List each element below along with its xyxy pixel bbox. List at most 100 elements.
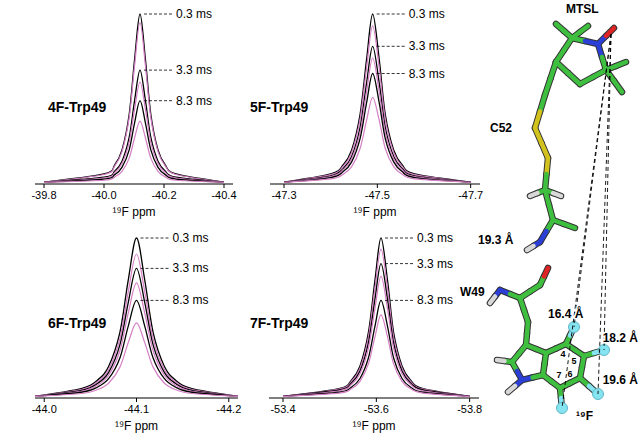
bond [545, 174, 547, 190]
bond [547, 158, 549, 174]
bond [497, 360, 505, 361]
leader-line [141, 238, 170, 239]
delay-label: 3.3 ms [173, 261, 209, 275]
plot-area [44, 14, 224, 182]
bond-outline [543, 375, 552, 382]
panel-title: 4F-Trp49 [48, 99, 107, 115]
bond [614, 81, 622, 92]
residue-label: W49 [460, 285, 485, 299]
spectrum-line [283, 264, 470, 397]
bond [606, 28, 614, 36]
panel-title: 6F-Trp49 [48, 315, 107, 331]
x-tick [228, 398, 229, 402]
spectrum-line [284, 97, 471, 182]
spectrum-line [44, 121, 224, 182]
figure: -39.8-40.0-40.2-40.4¹⁹F ppm4F-Trp490.3 m… [0, 0, 641, 438]
bond-outline [542, 143, 549, 158]
ring-position: 5 [571, 356, 576, 366]
bond-outline [564, 224, 575, 228]
leader-line [141, 300, 170, 301]
leader-line [385, 263, 414, 264]
x-tick [136, 398, 137, 402]
delay-label: 8.3 ms [417, 293, 453, 307]
delay-label: 0.3 ms [173, 231, 209, 245]
x-tick-label: -47.3 [271, 189, 296, 201]
bond [544, 268, 548, 277]
spectrum-panel: -39.8-40.0-40.2-40.4¹⁹F ppm4F-Trp490.3 m… [31, 7, 236, 219]
x-axis [269, 398, 479, 399]
bond-outline [606, 28, 614, 36]
plot-area [35, 238, 238, 396]
delay-label: 3.3 ms [176, 63, 212, 77]
x-tick [44, 184, 45, 188]
bond-outline [508, 386, 515, 392]
page: {"chart_data": [ {"type": "line", "title… [0, 0, 641, 438]
delay-label: 0.3 ms [409, 7, 445, 21]
annotations: 0.3 ms3.3 ms8.3 ms [385, 231, 453, 307]
bond-outline [545, 174, 547, 190]
plot-area [283, 238, 470, 396]
ring-position: 6 [567, 369, 572, 379]
x-tick-label: -47.5 [365, 189, 390, 201]
spectrum-panel: -47.3-47.5-47.7¹⁹F ppm5F-Trp490.3 ms3.3 … [250, 7, 483, 219]
bond [530, 193, 538, 196]
x-axis [35, 184, 233, 185]
spectrum-line [283, 249, 470, 396]
spectrum-panel: -53.4-53.6-53.8¹⁹F ppm7F-Trp490.3 ms3.3 … [250, 231, 482, 433]
spectrum-panel: -44.0 -44.1 -44.2 ¹⁹F ppm 6F-Trp49 0.3 ms 3.3 … [32, 231, 242, 433]
bond [540, 95, 545, 112]
x-tick [164, 184, 165, 188]
x-tick-label: -44.0 [32, 403, 57, 415]
bond [568, 73, 580, 84]
bond-outline [535, 128, 542, 143]
bonds [490, 24, 626, 414]
spectrum-line [35, 238, 238, 396]
delay-label: 0.3 ms [176, 7, 212, 21]
leader-line [144, 70, 173, 71]
bond-outline [530, 193, 538, 196]
bond-outline [535, 112, 540, 129]
delay-label: 8.3 ms [173, 293, 209, 307]
delay-label: 8.3 ms [176, 94, 212, 108]
structure: MTSLC52W49¹⁹F19.3 Å16.4 Å18.2 Å19.6 Å456… [460, 2, 638, 423]
x-axis-label: ¹⁹F ppm [115, 419, 158, 433]
x-tick-label: -53.6 [364, 403, 389, 415]
spectrum-line [44, 14, 224, 182]
leader-line [144, 14, 173, 15]
bond [580, 26, 588, 32]
x-axis-label: ¹⁹F ppm [353, 205, 396, 219]
bond-outline [527, 246, 534, 250]
bond-outline [497, 360, 505, 361]
spectrum-line [283, 276, 470, 396]
spectrum-line [284, 46, 471, 182]
x-tick-label: -40.2 [151, 189, 176, 201]
delay-label: 3.3 ms [409, 39, 445, 53]
bond-outline [540, 95, 545, 112]
distance-label: 16.4 Å [548, 306, 584, 321]
bond [543, 375, 552, 382]
distance-label: 19.3 Å [478, 232, 514, 247]
x-tick-label: -44.2 [216, 403, 241, 415]
x-tick-label: -44.1 [124, 403, 149, 415]
spectrum-line [35, 268, 238, 396]
x-tick [469, 398, 470, 402]
bond-outline [616, 62, 626, 66]
probe-label: MTSL [566, 2, 599, 16]
bond [564, 224, 575, 228]
ring-position: 4 [560, 349, 565, 359]
spectrum-line [283, 315, 470, 397]
x-tick-label: -53.4 [270, 403, 295, 415]
bond [542, 143, 549, 158]
spectrum-line [284, 26, 471, 182]
leader-line [377, 46, 406, 47]
residue-label: C52 [490, 121, 512, 135]
leader-line [141, 268, 170, 269]
bond [535, 112, 540, 129]
spectrum-line [44, 23, 224, 183]
x-tick [376, 398, 377, 402]
spectrum-line [44, 101, 224, 183]
distance-label: 19.6 Å [603, 372, 639, 387]
bond-outline [614, 81, 622, 92]
structure-labels: MTSLC52W49¹⁹F19.3 Å16.4 Å18.2 Å19.6 Å456… [460, 2, 638, 423]
x-axis-label: ¹⁹F ppm [352, 419, 395, 433]
